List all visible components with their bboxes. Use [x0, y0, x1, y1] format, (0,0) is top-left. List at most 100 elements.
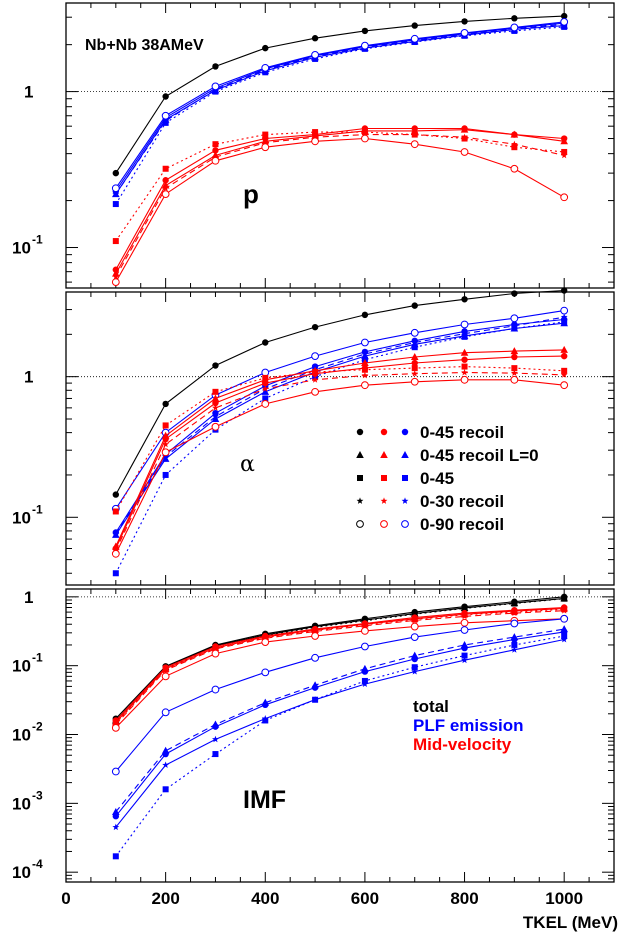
series-line: [115, 137, 565, 283]
data-point: [261, 385, 269, 392]
legend-marker: [380, 451, 388, 458]
data-point: [410, 34, 419, 43]
data-point: [211, 422, 220, 431]
data-point: [461, 133, 468, 141]
data-point: [262, 131, 269, 138]
series-line: [115, 379, 565, 555]
data-point: [510, 609, 518, 617]
data-point: [461, 363, 468, 370]
color-legend-label: total: [413, 697, 449, 716]
series-plf-open-circle: [111, 614, 569, 776]
data-point: [312, 55, 319, 62]
series-line: [115, 631, 565, 817]
data-point: [511, 290, 518, 297]
data-point: [411, 655, 418, 663]
data-point: [112, 238, 119, 245]
selection-legend: 0-45 recoil 0-45 recoil L=0 0-45 0-30 recoi…: [356, 423, 539, 534]
data-point: [561, 23, 568, 30]
data-point: [361, 677, 368, 684]
data-point: [162, 400, 169, 408]
data-point: [560, 345, 568, 353]
data-point: [261, 638, 270, 647]
data-point: [460, 348, 469, 356]
data-point: [162, 453, 170, 460]
y-tick-label: 10: [12, 863, 31, 882]
data-point: [411, 365, 418, 372]
data-point: [212, 88, 219, 95]
series-line: [115, 597, 565, 721]
data-point: [212, 388, 219, 395]
data-point: [460, 626, 469, 634]
series-line: [115, 26, 565, 205]
data-point: [511, 144, 518, 151]
data-point: [510, 130, 519, 138]
data-point: [261, 634, 269, 642]
series-line: [115, 131, 565, 242]
legend-entry: 0-45 recoil: [356, 423, 504, 442]
data-point: [111, 549, 120, 558]
series-mid-open-circle: [111, 614, 569, 732]
data-point: [262, 69, 269, 76]
legend-marker: [380, 428, 388, 436]
chart-title: Nb+Nb 38AMeV: [85, 37, 204, 54]
data-point: [312, 129, 319, 136]
data-point: [460, 148, 469, 156]
data-point: [461, 333, 468, 340]
data-point: [212, 413, 219, 420]
y-tick-label-exponent: -1: [32, 651, 43, 665]
data-point: [510, 369, 518, 377]
data-point: [212, 141, 219, 148]
legend-marker: [356, 497, 364, 504]
data-point: [312, 696, 319, 703]
data-point: [411, 344, 418, 351]
series-line: [115, 638, 565, 828]
data-point: [461, 656, 468, 664]
data-point: [510, 140, 518, 148]
data-point: [461, 605, 468, 612]
series-plf-circle: [112, 628, 568, 820]
y-tick-label: 10: [12, 508, 31, 527]
legend-marker: [401, 451, 409, 458]
data-point: [511, 353, 518, 361]
legend-marker: [356, 428, 364, 436]
data-point: [162, 471, 169, 478]
data-point: [560, 193, 569, 202]
data-point: [112, 169, 120, 177]
data-point: [361, 668, 369, 675]
series-mid-open-circle: [111, 375, 569, 558]
data-point: [410, 352, 419, 360]
data-point: [560, 614, 569, 623]
data-point: [411, 22, 418, 29]
data-point: [560, 635, 568, 643]
series-line: [115, 635, 565, 857]
data-point: [162, 184, 170, 192]
data-point: [460, 320, 469, 329]
data-point: [162, 117, 170, 124]
x-tick-label: 800: [450, 889, 478, 908]
series-plf-open-circle: [111, 306, 569, 513]
data-point: [510, 619, 519, 628]
data-point: [162, 440, 170, 448]
data-point: [510, 23, 519, 32]
series-plf-open-circle: [111, 17, 569, 193]
legend-marker: [401, 497, 409, 504]
data-point: [560, 17, 569, 26]
data-point: [161, 454, 170, 462]
data-point: [461, 330, 468, 337]
y-tick-label: 1: [24, 588, 33, 607]
data-point: [561, 367, 568, 374]
data-point: [561, 632, 568, 639]
data-point: [510, 375, 519, 384]
data-point: [311, 352, 319, 361]
data-point: [262, 374, 269, 381]
panel-label-p: p: [243, 179, 259, 209]
data-point: [560, 287, 568, 294]
series-mid-open-circle: [111, 134, 569, 287]
data-point: [212, 362, 219, 369]
data-point: [311, 387, 319, 396]
series-line: [115, 618, 565, 729]
legend-entry: 0-30 recoil: [356, 492, 504, 511]
data-point: [311, 133, 319, 141]
legend-entry: 0-45: [357, 469, 454, 488]
data-point: [212, 147, 219, 154]
